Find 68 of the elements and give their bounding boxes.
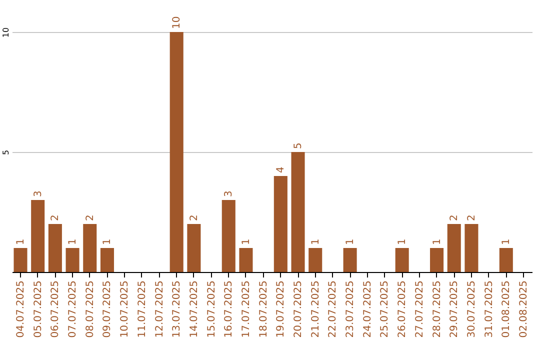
bar <box>66 248 80 272</box>
bar <box>48 224 62 272</box>
bar <box>499 248 513 272</box>
bar <box>430 248 444 272</box>
x-tick-label: 14.07.2025 <box>188 280 200 338</box>
data-label: 1 <box>102 238 114 245</box>
bar <box>222 200 236 272</box>
data-label: 3 <box>224 190 235 197</box>
bar <box>343 248 357 272</box>
bar <box>187 224 201 272</box>
bar <box>395 248 409 272</box>
data-label: 2 <box>188 214 200 221</box>
x-tick-label: 31.07.2025 <box>484 280 495 338</box>
bar <box>447 224 461 272</box>
x-tick-label: 02.08.2025 <box>518 280 530 338</box>
x-tick-label: 06.07.2025 <box>50 280 62 338</box>
x-tick-label: 04.07.2025 <box>16 280 26 338</box>
data-label: 5 <box>293 142 304 149</box>
data-label: 2 <box>449 214 460 221</box>
x-tick-label: 15.07.2025 <box>206 280 218 338</box>
data-label: 1 <box>240 238 252 245</box>
bar <box>31 200 45 272</box>
x-tick-label: 10.07.2025 <box>120 280 131 338</box>
data-label: 4 <box>276 166 287 173</box>
x-tick-label: 09.07.2025 <box>102 280 114 338</box>
data-label: 1 <box>501 238 512 245</box>
x-tick-label: 08.07.2025 <box>84 280 96 338</box>
data-label: 2 <box>84 214 96 221</box>
bar <box>100 248 114 272</box>
data-label: 1 <box>310 238 322 245</box>
bar <box>308 248 322 272</box>
x-tick-label: 25.07.2025 <box>380 280 391 338</box>
data-label: 2 <box>50 214 62 221</box>
x-tick-label: 19.07.2025 <box>276 280 287 338</box>
bar <box>239 248 253 272</box>
x-tick-label: 21.07.2025 <box>310 280 322 338</box>
bar <box>170 32 184 272</box>
x-tick-label: 23.07.2025 <box>345 280 356 338</box>
x-tick-label: 18.07.2025 <box>258 280 270 338</box>
data-label: 1 <box>432 238 443 245</box>
x-tick-label: 13.07.2025 <box>172 280 183 338</box>
bar <box>83 224 97 272</box>
x-tick-label: 29.07.2025 <box>449 280 460 338</box>
x-tick-label: 07.07.2025 <box>68 280 79 338</box>
x-tick-label: 12.07.2025 <box>154 280 166 338</box>
data-label: 1 <box>345 238 356 245</box>
x-tick-label: 26.07.2025 <box>397 280 408 338</box>
x-tick-label: 20.07.2025 <box>293 280 304 338</box>
data-label: 3 <box>32 190 44 197</box>
x-tick-label: 01.08.2025 <box>501 280 512 338</box>
x-tick-label: 28.07.2025 <box>432 280 443 338</box>
x-tick-label: 11.07.2025 <box>136 280 148 338</box>
x-tick-label: 27.07.2025 <box>414 280 426 338</box>
x-tick-label: 16.07.2025 <box>224 280 235 338</box>
data-label: 1 <box>397 238 408 245</box>
x-tick-label: 22.07.2025 <box>328 280 339 338</box>
x-tick-label: 24.07.2025 <box>362 280 374 338</box>
x-tick-label: 05.07.2025 <box>32 280 44 338</box>
bar <box>291 152 305 272</box>
x-tick-label: 17.07.2025 <box>240 280 252 338</box>
data-label: 1 <box>16 238 26 245</box>
data-label: 10 <box>172 16 183 29</box>
bar <box>274 176 288 272</box>
data-label: 2 <box>466 214 478 221</box>
bar <box>464 224 478 272</box>
bar <box>14 248 28 272</box>
x-tick-label: 30.07.2025 <box>466 280 478 338</box>
data-label: 1 <box>68 238 79 245</box>
